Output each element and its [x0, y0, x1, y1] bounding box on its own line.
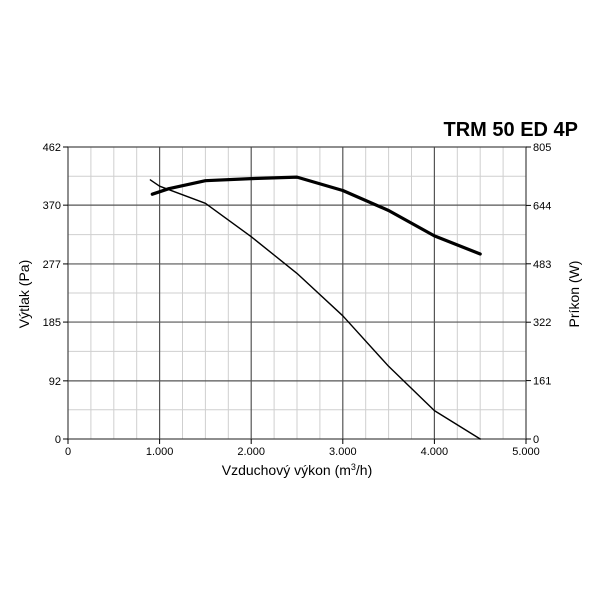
y-tick-label: 185 [43, 317, 61, 329]
x-tick-label: 3.000 [329, 446, 357, 458]
y-axis-label: Výtlak (Pa) [16, 260, 32, 328]
tick-labels: 0 1.000 2.000 3.000 4.000 5.00009218527737046… [43, 142, 552, 458]
y-tick-label: 92 [49, 376, 61, 388]
y2-tick-label: 644 [533, 200, 551, 212]
x-tick-label: 1.000 [146, 446, 174, 458]
x-tick-label: 4.000 [421, 446, 449, 458]
x-tick-label: 5.000 [512, 446, 540, 458]
x-tick-label: 0 [65, 446, 71, 458]
y2-tick-label: 805 [533, 142, 551, 154]
y2-tick-label: 0 [533, 434, 539, 446]
y2-tick-label: 161 [533, 376, 551, 388]
x-axis-label-main: Vzduchový výkon (m [222, 462, 351, 478]
axes [63, 146, 531, 444]
x-axis-label: Vzduchový výkon (m3/h) [222, 462, 373, 478]
y-tick-label: 370 [43, 200, 61, 212]
x-axis-label-superscript: 3 [351, 462, 356, 472]
series-line-pressure [149, 179, 481, 440]
y2-tick-label: 483 [533, 259, 551, 271]
x-axis-label-tail: /h) [356, 462, 372, 478]
grid [68, 147, 526, 439]
y-tick-label: 277 [43, 259, 61, 271]
y-tick-label: 462 [43, 142, 61, 154]
x-tick-label: 2.000 [237, 446, 265, 458]
y-tick-label: 0 [55, 434, 61, 446]
series-line-power [150, 175, 482, 256]
y2-axis-label: Príkon (W) [566, 261, 582, 328]
series-layer [149, 175, 482, 440]
y2-tick-label: 322 [533, 317, 551, 329]
plot-frame [67, 146, 527, 440]
chart-title: TRM 50 ED 4P [444, 119, 578, 141]
